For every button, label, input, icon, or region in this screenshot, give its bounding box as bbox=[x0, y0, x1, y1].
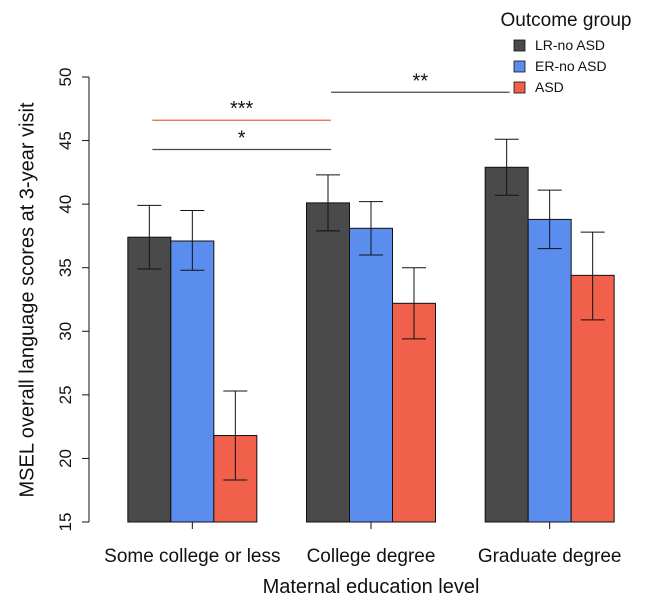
x-tick-label: Graduate degree bbox=[478, 546, 622, 567]
legend-label: ER-no ASD bbox=[535, 58, 607, 74]
y-axis-label: MSEL overall language scores at 3-year v… bbox=[16, 102, 38, 497]
y-tick-label: 45 bbox=[56, 131, 75, 150]
bar bbox=[349, 227, 393, 523]
x-tick-label: Some college or less bbox=[104, 546, 280, 567]
bar bbox=[527, 218, 572, 523]
y-tick-label: 50 bbox=[56, 68, 75, 87]
x-tick-label: College degree bbox=[307, 546, 436, 567]
legend-swatch bbox=[513, 60, 526, 73]
y-tick-label: 15 bbox=[56, 513, 75, 532]
y-tick-label: 35 bbox=[56, 258, 75, 277]
legend-title: Outcome group bbox=[501, 10, 632, 31]
bar bbox=[127, 236, 172, 523]
y-tick-label: 40 bbox=[56, 195, 75, 214]
y-tick-label: 20 bbox=[56, 449, 75, 468]
bar bbox=[306, 202, 350, 523]
legend-label: LR-no ASD bbox=[535, 37, 605, 53]
legend-swatch bbox=[513, 81, 526, 94]
significance-label: ** bbox=[413, 70, 429, 92]
legend-label: ASD bbox=[535, 79, 564, 95]
y-tick-label: 25 bbox=[56, 385, 75, 404]
significance-label: * bbox=[238, 127, 246, 149]
legend-swatch bbox=[513, 39, 526, 52]
x-axis-label: Maternal education level bbox=[263, 576, 480, 598]
bar bbox=[392, 302, 436, 523]
bar bbox=[484, 166, 529, 523]
plot-area: 15 20 25 30 35 40 45 50 Some college or less Coll… bbox=[56, 68, 622, 567]
bar bbox=[170, 240, 215, 523]
legend: Outcome group LR-no ASD ER-no ASD ASD bbox=[501, 10, 632, 95]
y-tick-label: 30 bbox=[56, 322, 75, 341]
significance-label: *** bbox=[230, 98, 254, 120]
